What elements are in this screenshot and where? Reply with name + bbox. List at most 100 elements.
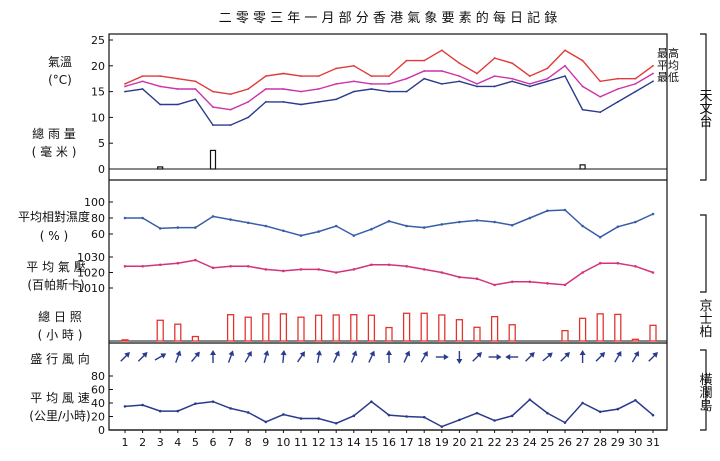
wind-speed-point [334, 421, 338, 425]
sunshine-bar [420, 312, 428, 342]
temperature-point-mean [546, 77, 549, 80]
sunshine-bar [614, 313, 622, 342]
wind-arrow-head [422, 350, 428, 357]
wind-speed-tick-label: 80 [91, 370, 105, 383]
pressure-point [651, 271, 655, 274]
humidity-tick-label: 60 [91, 228, 105, 241]
x-tick-label: 23 [505, 436, 519, 449]
humidity-point [405, 224, 408, 228]
temperature-point-mean [423, 70, 426, 72]
pressure-point [422, 268, 426, 271]
humidity-point [616, 225, 620, 229]
wind-speed-point [651, 413, 655, 417]
temperature-tick-label: 25 [91, 34, 105, 47]
temperature-point-mean [300, 90, 302, 93]
temperature-point-max [282, 72, 285, 75]
sunshine-bar [508, 324, 516, 342]
pressure-point [158, 263, 162, 267]
wind-speed-point [510, 414, 514, 418]
pressure-point [405, 265, 408, 268]
humidity-point [475, 219, 479, 222]
sunshine-bar [262, 313, 270, 342]
sunshine-bar [561, 329, 569, 342]
x-tick-label: 21 [470, 436, 484, 449]
temperature-point-max [247, 88, 250, 90]
wind-speed-point [475, 411, 479, 415]
pressure-point [387, 263, 391, 267]
x-tick-label: 7 [227, 436, 234, 449]
sunshine-bar [473, 326, 481, 342]
humidity-point [634, 220, 637, 224]
humidity-point [493, 220, 496, 224]
x-tick-label: 27 [576, 436, 590, 449]
wind-arrow [368, 350, 375, 363]
humidity-point [581, 224, 584, 228]
temperature-point-min [546, 80, 549, 83]
temperature-point-mean [370, 82, 373, 85]
temperature-point-max [511, 62, 514, 65]
humidity-point [264, 224, 268, 228]
temperature-point-min [370, 88, 373, 90]
wind-speed-point [598, 410, 602, 414]
humidity-point [211, 215, 215, 218]
wind-speed-point [440, 425, 444, 428]
pressure-point [141, 265, 144, 268]
temperature-point-min [581, 108, 584, 111]
humidity-point [317, 230, 320, 233]
humidity-point [510, 223, 514, 227]
wind-speed-point [422, 415, 426, 419]
x-tick-label: 5 [192, 436, 199, 449]
temperature-line-mean [124, 64, 654, 111]
pressure-point [334, 271, 338, 274]
temperature-point-mean [264, 88, 267, 90]
station-kings-park: 京士柏 [697, 299, 713, 338]
plot-frame [108, 33, 668, 431]
x-tick-label: 17 [400, 436, 414, 449]
chart-marks [120, 49, 658, 428]
sunshine-bar [244, 316, 252, 342]
sunshine-bar [121, 339, 129, 342]
temperature-point-min [159, 103, 162, 106]
pressure-point [440, 271, 444, 274]
humidity-point [563, 208, 567, 212]
x-tick-label: 6 [210, 436, 217, 449]
wind-arrow [525, 352, 535, 362]
temperature-point-max [370, 75, 373, 78]
wind-speed-point [123, 405, 127, 408]
pressure-unit: (百帕斯卡) [27, 277, 84, 292]
pressure-point [546, 282, 549, 285]
pressure-point [123, 265, 127, 268]
wind-speed-point [563, 421, 567, 424]
wind-arrow [137, 352, 148, 362]
x-tick-label: 25 [540, 436, 554, 449]
temperature-tick-label: 10 [91, 111, 105, 124]
wind-arrow [175, 350, 182, 363]
pressure-tick-label: 1020 [77, 267, 105, 280]
wind-arrow [614, 350, 622, 363]
temperature-point-mean [141, 80, 144, 83]
pressure-label: 平 均 氣 壓 [26, 260, 85, 274]
temperature-point-mean [528, 82, 531, 85]
temperature-point-mean [581, 85, 584, 88]
temperature-point-max [317, 75, 320, 78]
temperature-point-mean [317, 88, 320, 90]
rainfall-bar [209, 149, 217, 170]
wind-arrow [120, 352, 130, 362]
pressure-tick-label: 1030 [77, 251, 105, 264]
wind-speed-point [546, 411, 549, 415]
wind-arrow [579, 350, 586, 363]
wind-arrow-head [443, 354, 449, 360]
wind-speed-point [581, 401, 584, 405]
temperature-point-max [493, 57, 496, 59]
x-tick-label: 16 [382, 436, 396, 449]
wind-arrow-head [404, 350, 411, 357]
temperature-point-min [423, 77, 426, 80]
temperature-point-max [616, 77, 619, 80]
sunshine-bar [438, 314, 446, 342]
temperature-point-min [212, 124, 214, 127]
humidity-point [528, 216, 532, 220]
wind-speed-point [211, 400, 215, 403]
wind-arrow [631, 350, 639, 363]
pressure-point [581, 271, 584, 274]
